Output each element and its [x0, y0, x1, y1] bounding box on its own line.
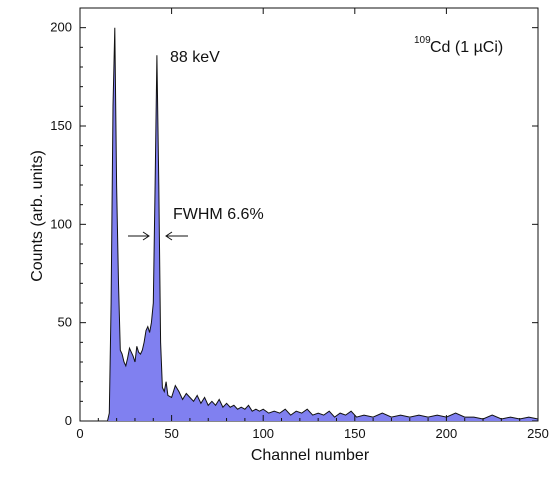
y-tick-label-150: 150 [50, 118, 72, 133]
x-tick-label-250: 250 [527, 426, 549, 441]
y-tick-label-100: 100 [50, 216, 72, 231]
peak-energy-annotation: 88 keV [170, 49, 220, 66]
y-tick-label-0: 0 [65, 413, 72, 428]
source-label: Cd (1 µCi) [430, 39, 503, 56]
spectrum-series [107, 27, 539, 422]
x-tick-label-0: 0 [76, 426, 83, 441]
x-tick-label-100: 100 [252, 426, 274, 441]
spectrum-fill [107, 27, 538, 421]
fwhm-left-arrow-head [142, 231, 150, 241]
y-axis-ticks: 0 50 100 150 200 [50, 20, 538, 428]
fwhm-right-arrow-head [165, 231, 173, 241]
source-isotope-superscript: 109 [414, 35, 431, 46]
y-axis-label: Counts (arb. units) [29, 150, 46, 282]
x-tick-label-200: 200 [436, 426, 458, 441]
x-axis-label: Channel number [251, 447, 370, 464]
fwhm-arrows [128, 231, 188, 241]
x-tick-label-50: 50 [164, 426, 178, 441]
spectrum-line [107, 27, 539, 422]
x-axis-ticks: 0 50 100 150 200 250 [76, 8, 549, 441]
fwhm-annotation: FWHM 6.6% [173, 206, 264, 223]
y-tick-label-200: 200 [50, 20, 72, 35]
y-tick-label-50: 50 [58, 315, 72, 330]
x-tick-label-150: 150 [344, 426, 366, 441]
